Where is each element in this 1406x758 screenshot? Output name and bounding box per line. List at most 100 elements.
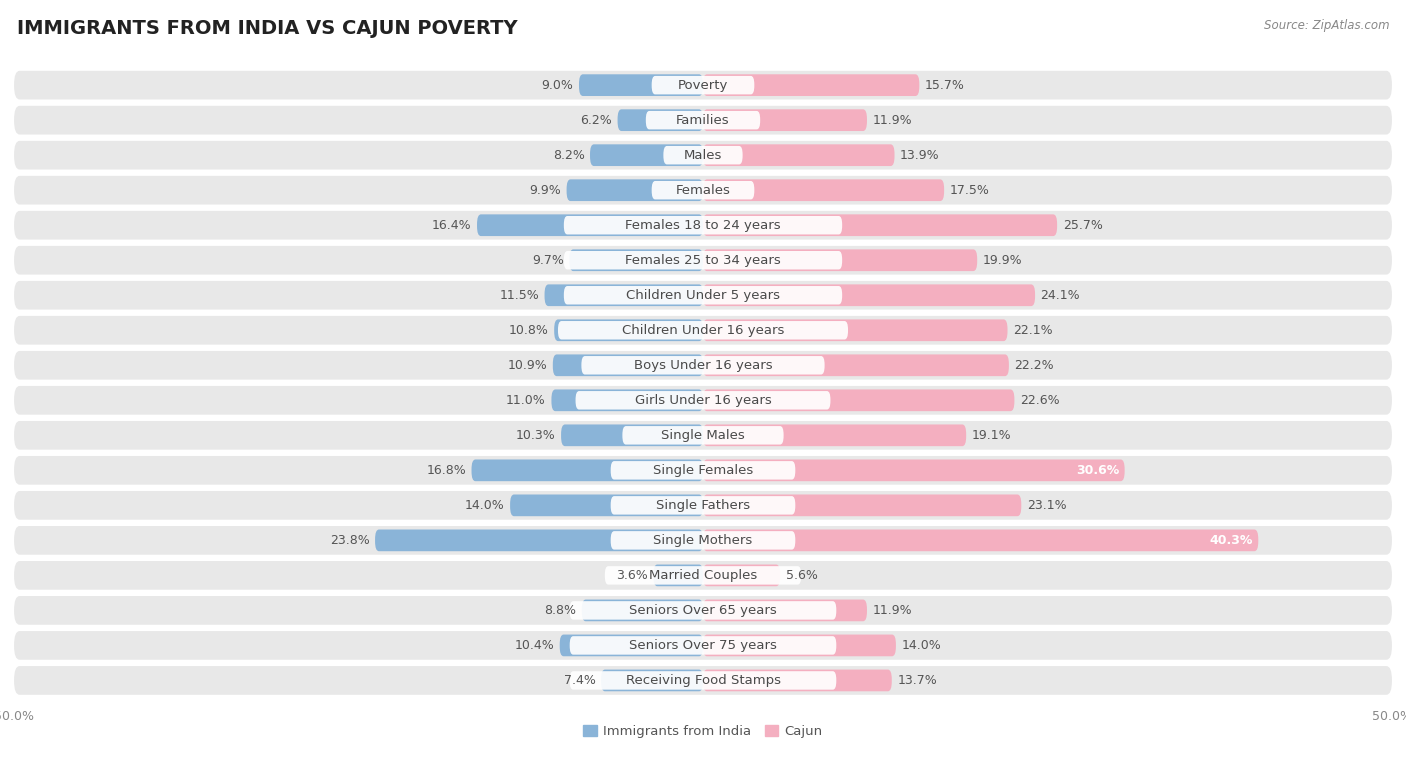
FancyBboxPatch shape — [703, 144, 894, 166]
Text: 16.4%: 16.4% — [432, 219, 471, 232]
Text: 9.0%: 9.0% — [541, 79, 574, 92]
Text: Source: ZipAtlas.com: Source: ZipAtlas.com — [1264, 19, 1389, 32]
Text: 7.4%: 7.4% — [564, 674, 596, 687]
Text: Seniors Over 65 years: Seniors Over 65 years — [628, 604, 778, 617]
FancyBboxPatch shape — [561, 424, 703, 446]
FancyBboxPatch shape — [582, 600, 703, 622]
FancyBboxPatch shape — [564, 251, 842, 269]
FancyBboxPatch shape — [651, 76, 755, 95]
FancyBboxPatch shape — [703, 530, 1258, 551]
Text: Seniors Over 75 years: Seniors Over 75 years — [628, 639, 778, 652]
FancyBboxPatch shape — [558, 321, 848, 340]
Text: 13.9%: 13.9% — [900, 149, 939, 161]
FancyBboxPatch shape — [14, 456, 1392, 484]
FancyBboxPatch shape — [14, 281, 1392, 309]
FancyBboxPatch shape — [14, 70, 1392, 99]
Text: Children Under 5 years: Children Under 5 years — [626, 289, 780, 302]
Text: 30.6%: 30.6% — [1076, 464, 1119, 477]
FancyBboxPatch shape — [14, 631, 1392, 659]
FancyBboxPatch shape — [551, 390, 703, 411]
FancyBboxPatch shape — [477, 215, 703, 236]
Text: Single Mothers: Single Mothers — [654, 534, 752, 547]
FancyBboxPatch shape — [703, 109, 868, 131]
FancyBboxPatch shape — [703, 600, 868, 622]
FancyBboxPatch shape — [14, 176, 1392, 205]
FancyBboxPatch shape — [375, 530, 703, 551]
FancyBboxPatch shape — [591, 144, 703, 166]
FancyBboxPatch shape — [703, 390, 1014, 411]
FancyBboxPatch shape — [664, 146, 742, 164]
FancyBboxPatch shape — [564, 286, 842, 305]
FancyBboxPatch shape — [703, 74, 920, 96]
FancyBboxPatch shape — [703, 284, 1035, 306]
Text: Females 18 to 24 years: Females 18 to 24 years — [626, 219, 780, 232]
FancyBboxPatch shape — [14, 106, 1392, 134]
Text: 22.6%: 22.6% — [1019, 394, 1060, 407]
FancyBboxPatch shape — [645, 111, 761, 130]
Text: 22.1%: 22.1% — [1012, 324, 1053, 337]
FancyBboxPatch shape — [610, 461, 796, 480]
FancyBboxPatch shape — [564, 216, 842, 234]
FancyBboxPatch shape — [544, 284, 703, 306]
FancyBboxPatch shape — [703, 180, 945, 201]
Text: 40.3%: 40.3% — [1209, 534, 1253, 547]
Text: 5.6%: 5.6% — [786, 569, 817, 582]
FancyBboxPatch shape — [654, 565, 703, 586]
FancyBboxPatch shape — [582, 356, 824, 374]
Text: 10.8%: 10.8% — [509, 324, 548, 337]
FancyBboxPatch shape — [703, 424, 966, 446]
FancyBboxPatch shape — [703, 669, 891, 691]
FancyBboxPatch shape — [569, 636, 837, 655]
Legend: Immigrants from India, Cajun: Immigrants from India, Cajun — [578, 720, 828, 744]
FancyBboxPatch shape — [703, 634, 896, 656]
FancyBboxPatch shape — [14, 316, 1392, 345]
FancyBboxPatch shape — [605, 566, 801, 584]
Text: 19.9%: 19.9% — [983, 254, 1022, 267]
Text: Receiving Food Stamps: Receiving Food Stamps — [626, 674, 780, 687]
FancyBboxPatch shape — [703, 494, 1021, 516]
Text: 25.7%: 25.7% — [1063, 219, 1102, 232]
FancyBboxPatch shape — [569, 601, 837, 619]
FancyBboxPatch shape — [14, 386, 1392, 415]
FancyBboxPatch shape — [569, 249, 703, 271]
FancyBboxPatch shape — [554, 319, 703, 341]
Text: 11.9%: 11.9% — [873, 604, 912, 617]
FancyBboxPatch shape — [14, 246, 1392, 274]
Text: Females 25 to 34 years: Females 25 to 34 years — [626, 254, 780, 267]
Text: 19.1%: 19.1% — [972, 429, 1011, 442]
Text: 10.9%: 10.9% — [508, 359, 547, 371]
Text: Single Males: Single Males — [661, 429, 745, 442]
FancyBboxPatch shape — [617, 109, 703, 131]
Text: 14.0%: 14.0% — [901, 639, 941, 652]
FancyBboxPatch shape — [579, 74, 703, 96]
Text: 24.1%: 24.1% — [1040, 289, 1080, 302]
Text: Married Couples: Married Couples — [650, 569, 756, 582]
FancyBboxPatch shape — [703, 459, 1125, 481]
FancyBboxPatch shape — [567, 180, 703, 201]
FancyBboxPatch shape — [703, 565, 780, 586]
FancyBboxPatch shape — [14, 666, 1392, 695]
Text: 9.7%: 9.7% — [531, 254, 564, 267]
Text: 13.7%: 13.7% — [897, 674, 936, 687]
FancyBboxPatch shape — [14, 141, 1392, 170]
Text: 9.9%: 9.9% — [529, 183, 561, 196]
Text: 8.8%: 8.8% — [544, 604, 576, 617]
FancyBboxPatch shape — [560, 634, 703, 656]
Text: Children Under 16 years: Children Under 16 years — [621, 324, 785, 337]
Text: Girls Under 16 years: Girls Under 16 years — [634, 394, 772, 407]
Text: 17.5%: 17.5% — [949, 183, 990, 196]
Text: 23.8%: 23.8% — [330, 534, 370, 547]
Text: 14.0%: 14.0% — [465, 499, 505, 512]
FancyBboxPatch shape — [471, 459, 703, 481]
FancyBboxPatch shape — [510, 494, 703, 516]
FancyBboxPatch shape — [14, 596, 1392, 625]
Text: 10.4%: 10.4% — [515, 639, 554, 652]
FancyBboxPatch shape — [14, 211, 1392, 240]
FancyBboxPatch shape — [14, 491, 1392, 520]
Text: 16.8%: 16.8% — [426, 464, 465, 477]
Text: 15.7%: 15.7% — [925, 79, 965, 92]
Text: Families: Families — [676, 114, 730, 127]
FancyBboxPatch shape — [703, 319, 1008, 341]
FancyBboxPatch shape — [610, 531, 796, 550]
FancyBboxPatch shape — [553, 355, 703, 376]
